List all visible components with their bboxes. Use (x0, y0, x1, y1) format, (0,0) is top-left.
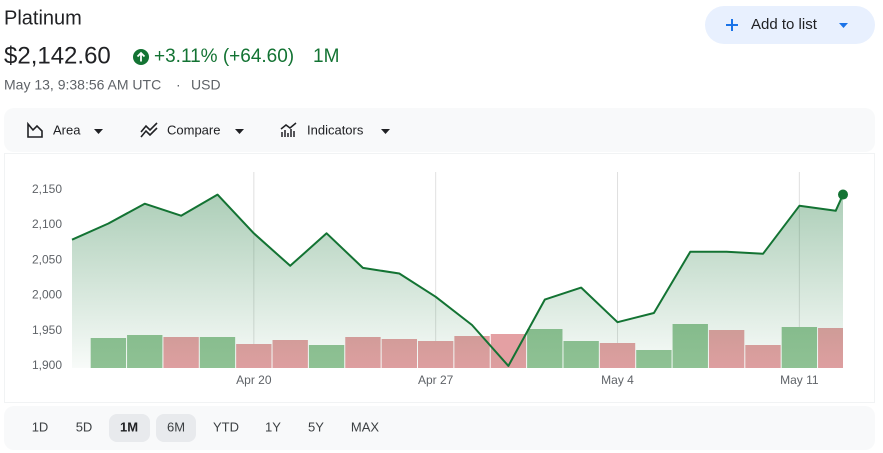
x-tick-label: May 11 (780, 373, 819, 387)
toolbar-label: Area (53, 122, 81, 137)
add-to-list-button[interactable]: Add to list (705, 6, 875, 44)
period: 1M (313, 46, 339, 67)
range-button[interactable]: 5Y (308, 419, 324, 434)
range-button[interactable]: MAX (351, 419, 380, 434)
separator: · (176, 77, 181, 93)
price-line (71, 193, 844, 367)
plot: 1,900 1,950 2,000 2,050 2,100 2,150 Apr 20 Apr … (32, 172, 848, 387)
compare-button[interactable]: Compare (140, 122, 244, 138)
range-button[interactable]: 1Y (265, 419, 281, 434)
change: +3.11% (+64.60) (154, 46, 294, 67)
toolbar-label: Indicators (307, 122, 364, 137)
x-tick-label: Apr 27 (418, 373, 454, 387)
area-fill (72, 194, 843, 368)
range-button[interactable]: 1M (120, 419, 138, 434)
range-button[interactable]: 5D (76, 419, 93, 434)
price: $2,142.60 (4, 42, 111, 69)
y-tick-label: 2,050 (32, 252, 62, 266)
toolbar-label: Compare (167, 122, 220, 137)
x-tick-label: Apr 20 (236, 373, 272, 387)
add-to-list-label: Add to list (751, 16, 818, 33)
selected-range-bg (109, 414, 150, 442)
hover-range-bg (156, 414, 196, 442)
area-button[interactable]: Area (27, 121, 103, 138)
up-icon (133, 49, 149, 65)
y-tick-label: 2,150 (32, 182, 62, 196)
ranges: 1D 5D 1M 6M YTD 1Y 5Y MAX (32, 419, 380, 434)
title: Platinum (4, 7, 82, 29)
y-tick-label: 1,950 (32, 323, 62, 337)
range-button[interactable]: 6M (167, 419, 185, 434)
last-point (838, 189, 848, 200)
toolbar (4, 108, 875, 152)
indicators-button[interactable]: Indicators (280, 122, 390, 137)
y-tick-label: 2,100 (32, 217, 62, 231)
y-tick-label: 2,000 (32, 288, 62, 302)
x-tick-label: May 4 (601, 373, 634, 387)
y-tick-label: 1,900 (32, 358, 62, 372)
range-button[interactable]: YTD (213, 419, 239, 434)
timestamp: May 13, 9:38:56 AM UTC (4, 77, 161, 93)
range-bar (4, 406, 875, 450)
range-button[interactable]: 1D (32, 419, 49, 434)
currency: USD (191, 77, 221, 93)
